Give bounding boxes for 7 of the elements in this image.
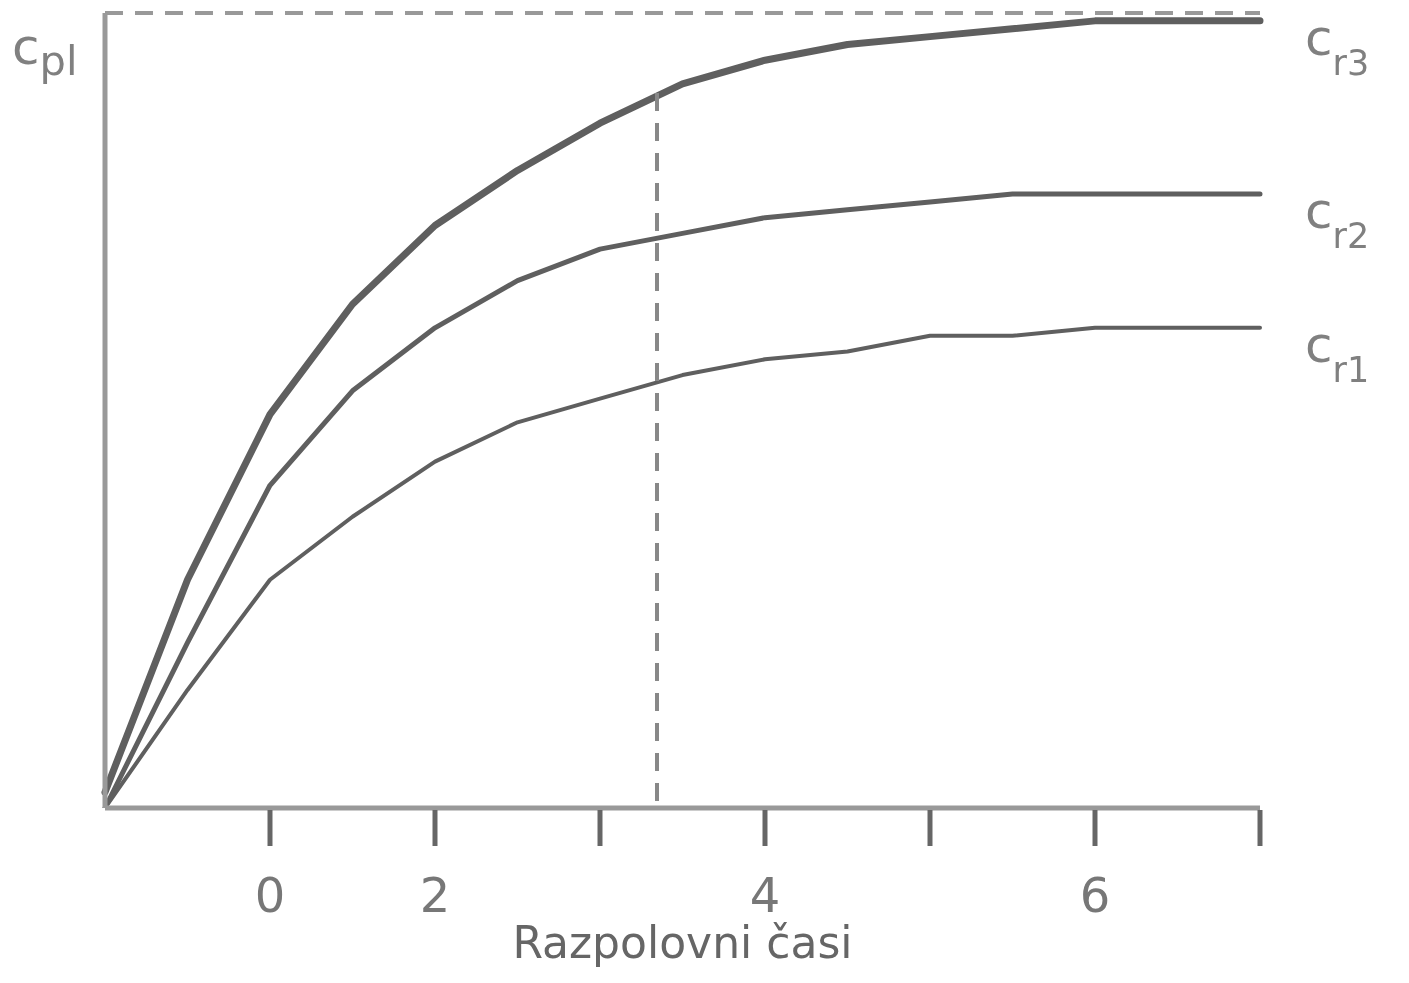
x-tick-label: 6 [1079,867,1111,923]
y-axis-title: c$_{pl}$ [12,18,78,85]
series-label: c$_{r1}$ [1305,315,1370,390]
series-label: c$_{r3}$ [1305,8,1370,83]
series-label: c$_{r2}$ [1305,182,1370,257]
x-tick-label: 2 [419,867,451,923]
x-tick-label: 0 [254,867,286,923]
